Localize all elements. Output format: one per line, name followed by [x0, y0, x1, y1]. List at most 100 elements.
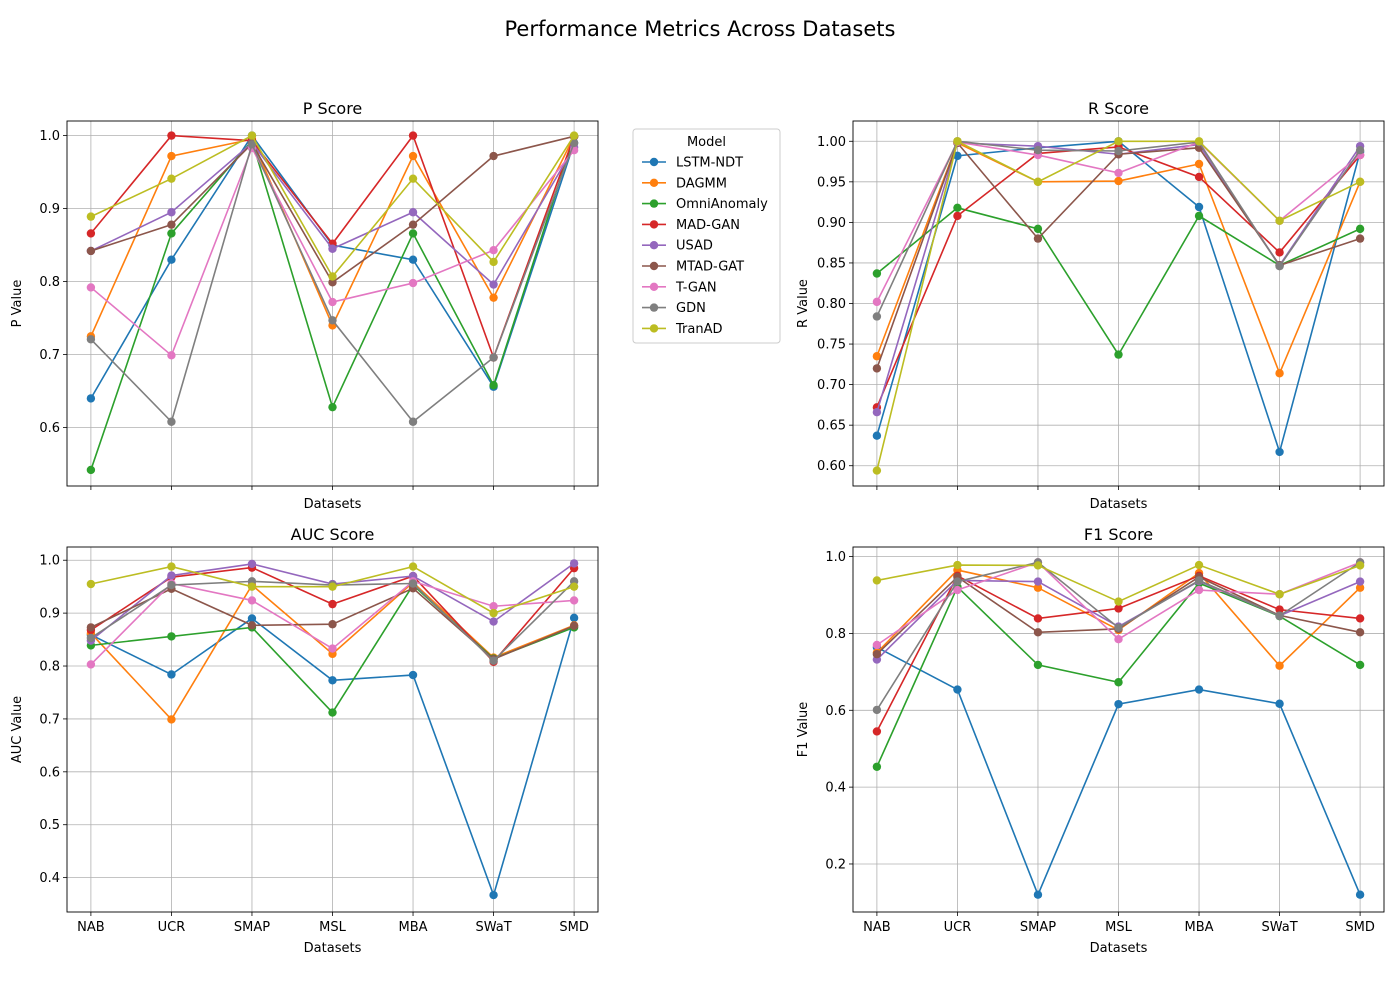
data-point-usad	[872, 407, 882, 417]
data-point-lstm-ndt	[1275, 447, 1284, 457]
subplot-2: 0.60 0.65 0.70 0.75 0.80 0.85 0.90 0.95 1.00 R Sc…	[796, 99, 1385, 512]
y-tick-label: 0.9	[39, 202, 60, 217]
subplot-3: NAB UCR SMAP MSL MBA SWaT SMD 0.4 0.5 0.6 0.7 0.8 0.…	[10, 525, 599, 956]
data-point-dagmm	[1033, 583, 1043, 592]
data-point-t-gan	[86, 283, 96, 292]
data-point-tranad	[872, 466, 882, 475]
data-point-lstm-ndt	[569, 613, 579, 623]
data-point-gdn	[1275, 261, 1284, 271]
x-axis-label: Datasets	[304, 941, 362, 956]
data-point-gdn	[569, 138, 579, 148]
data-point-usad	[328, 244, 337, 253]
data-point-mtad-gat	[408, 220, 418, 229]
data-point-mad-gan	[1275, 605, 1284, 614]
y-axis-label: F1 Value	[796, 702, 811, 758]
data-point-dagmm	[1114, 176, 1123, 186]
data-point-lstm-ndt	[247, 614, 257, 623]
data-point-mtad-gat	[86, 623, 96, 632]
data-point-dagmm	[1275, 369, 1284, 378]
data-point-tranad	[1114, 137, 1123, 146]
legend-entry: GDN	[676, 301, 706, 316]
axes-frame	[66, 120, 599, 487]
data-point-tranad	[1033, 561, 1043, 570]
data-point-tranad	[1194, 137, 1204, 146]
data-point-omnianomaly	[489, 381, 498, 390]
data-point-gdn	[167, 417, 176, 426]
y-tick-label: 0.7	[39, 712, 60, 727]
legend: Model LSTM-NDT DAGMM OmniAnomaly MAD-GAN USAD…	[632, 128, 781, 344]
y-tick-label: 1.0	[825, 550, 846, 565]
x-axis-label: Datasets	[1090, 941, 1148, 956]
data-point-gdn	[86, 335, 96, 344]
y-tick-label: 0.4	[39, 871, 60, 886]
data-point-usad	[167, 571, 176, 580]
legend-entry: DAGMM	[676, 176, 727, 191]
data-point-lstm-ndt	[328, 676, 337, 685]
data-point-gdn	[489, 353, 498, 362]
data-point-gdn	[408, 417, 418, 426]
y-tick-label: 0.75	[817, 338, 846, 353]
data-point-dagmm	[489, 293, 498, 302]
data-point-gdn	[1355, 146, 1365, 155]
x-tick-label: SMAP	[234, 920, 270, 935]
data-point-mad-gan	[1194, 172, 1204, 182]
data-point-gdn	[872, 312, 882, 321]
data-point-mad-gan	[1355, 614, 1365, 623]
data-point-tranad	[1275, 590, 1284, 599]
y-tick-label: 0.6	[39, 421, 60, 436]
y-axis-label: AUC Value	[10, 696, 25, 763]
data-point-mtad-gat	[1033, 234, 1043, 243]
data-point-tranad	[1194, 560, 1204, 570]
data-point-t-gan	[86, 660, 96, 669]
data-point-omnianomaly	[1033, 224, 1043, 234]
data-point-mtad-gat	[1355, 628, 1365, 637]
y-tick-label: 0.7	[39, 348, 60, 363]
x-tick-label: SWaT	[475, 920, 511, 935]
legend-swatch-marker	[649, 261, 659, 271]
data-point-t-gan	[953, 585, 962, 595]
data-point-gdn	[1194, 576, 1204, 585]
data-point-gdn	[1114, 623, 1123, 632]
data-point-lstm-ndt	[1194, 685, 1204, 694]
data-point-omnianomaly	[328, 708, 337, 717]
data-point-tranad	[167, 174, 176, 183]
data-point-usad	[247, 559, 257, 569]
subplot-title: AUC Score	[291, 525, 375, 544]
y-tick-label: 0.5	[39, 818, 60, 833]
data-point-t-gan	[328, 297, 337, 307]
data-point-lstm-ndt	[953, 685, 962, 694]
data-point-omnianomaly	[408, 229, 418, 238]
x-tick-label: MSL	[1105, 920, 1132, 935]
x-tick-label: UCR	[944, 920, 972, 935]
data-point-usad	[569, 559, 579, 568]
data-point-t-gan	[408, 278, 418, 288]
data-point-tranad	[489, 257, 498, 267]
data-point-tranad	[328, 582, 337, 591]
subplot-title: R Score	[1088, 99, 1149, 118]
data-point-tranad	[1355, 561, 1365, 570]
data-point-tranad	[408, 562, 418, 571]
data-point-usad	[1355, 577, 1365, 586]
data-point-t-gan	[1114, 635, 1123, 644]
y-axis-label: R Value	[796, 279, 811, 328]
axes-frame	[66, 546, 599, 913]
data-point-mtad-gat	[1033, 628, 1043, 637]
y-tick-label: 0.8	[39, 275, 60, 290]
data-point-usad	[167, 208, 176, 217]
data-point-lstm-ndt	[953, 151, 962, 161]
data-point-mtad-gat	[167, 220, 176, 229]
data-point-t-gan	[489, 246, 498, 255]
data-point-t-gan	[1114, 168, 1123, 178]
y-tick-label: 0.65	[817, 419, 846, 434]
data-point-gdn	[408, 579, 418, 588]
data-point-gdn	[489, 656, 498, 665]
y-tick-label: 0.2	[825, 857, 846, 872]
data-point-usad	[1033, 577, 1043, 586]
data-point-gdn	[86, 633, 96, 643]
legend-swatch-marker	[649, 220, 659, 229]
y-tick-label: 0.8	[39, 660, 60, 675]
y-tick-label: 0.60	[817, 459, 846, 474]
legend-title: Model	[687, 135, 726, 150]
x-tick-label: SWaT	[1261, 920, 1297, 935]
